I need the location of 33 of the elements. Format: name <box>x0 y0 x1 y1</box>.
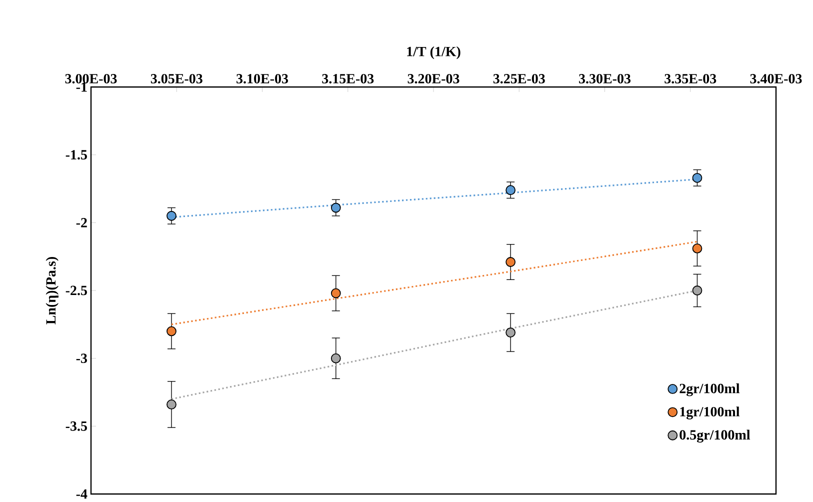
y-tick-label: -1.5 <box>66 150 87 160</box>
point <box>166 210 176 221</box>
legend-label: 2gr/100ml <box>680 383 740 396</box>
x-tick-label: 3.30E-03 <box>579 74 631 84</box>
point <box>506 328 516 338</box>
x-tick-label: 3.25E-03 <box>493 74 545 84</box>
point <box>506 257 516 267</box>
point <box>330 202 341 213</box>
x-tick-label: 3.35E-03 <box>664 74 716 84</box>
x-tick-label: 3.15E-03 <box>322 74 374 84</box>
y-tick-label: -3.5 <box>66 421 87 431</box>
point <box>506 185 516 196</box>
y-tick-label: -3 <box>76 354 87 364</box>
x-tick-label: 3.10E-03 <box>236 74 288 84</box>
legend-label: 1gr/100ml <box>680 406 740 420</box>
y-tick-label: -2 <box>76 218 87 228</box>
x-axis-title: 1/T (1/K) <box>407 46 460 60</box>
point <box>166 400 176 410</box>
x-tick-label: 3.00E-03 <box>65 74 117 84</box>
point <box>330 288 341 298</box>
y-tick-label: -4 <box>76 489 88 499</box>
x-tick-label: 3.40E-03 <box>750 74 802 84</box>
y-tick-label: -2.5 <box>66 286 87 296</box>
point <box>692 286 702 296</box>
point <box>166 326 176 336</box>
point <box>692 244 702 254</box>
point <box>692 172 702 183</box>
legend-label: 0.5gr/100ml <box>680 430 750 443</box>
x-tick-label: 3.05E-03 <box>150 74 202 84</box>
x-tick-label: 3.20E-03 <box>408 74 460 84</box>
point <box>330 353 341 364</box>
y-axis-title: Ln(η)(Pa.s) <box>46 257 58 324</box>
y-tick-label: -1 <box>76 82 87 92</box>
